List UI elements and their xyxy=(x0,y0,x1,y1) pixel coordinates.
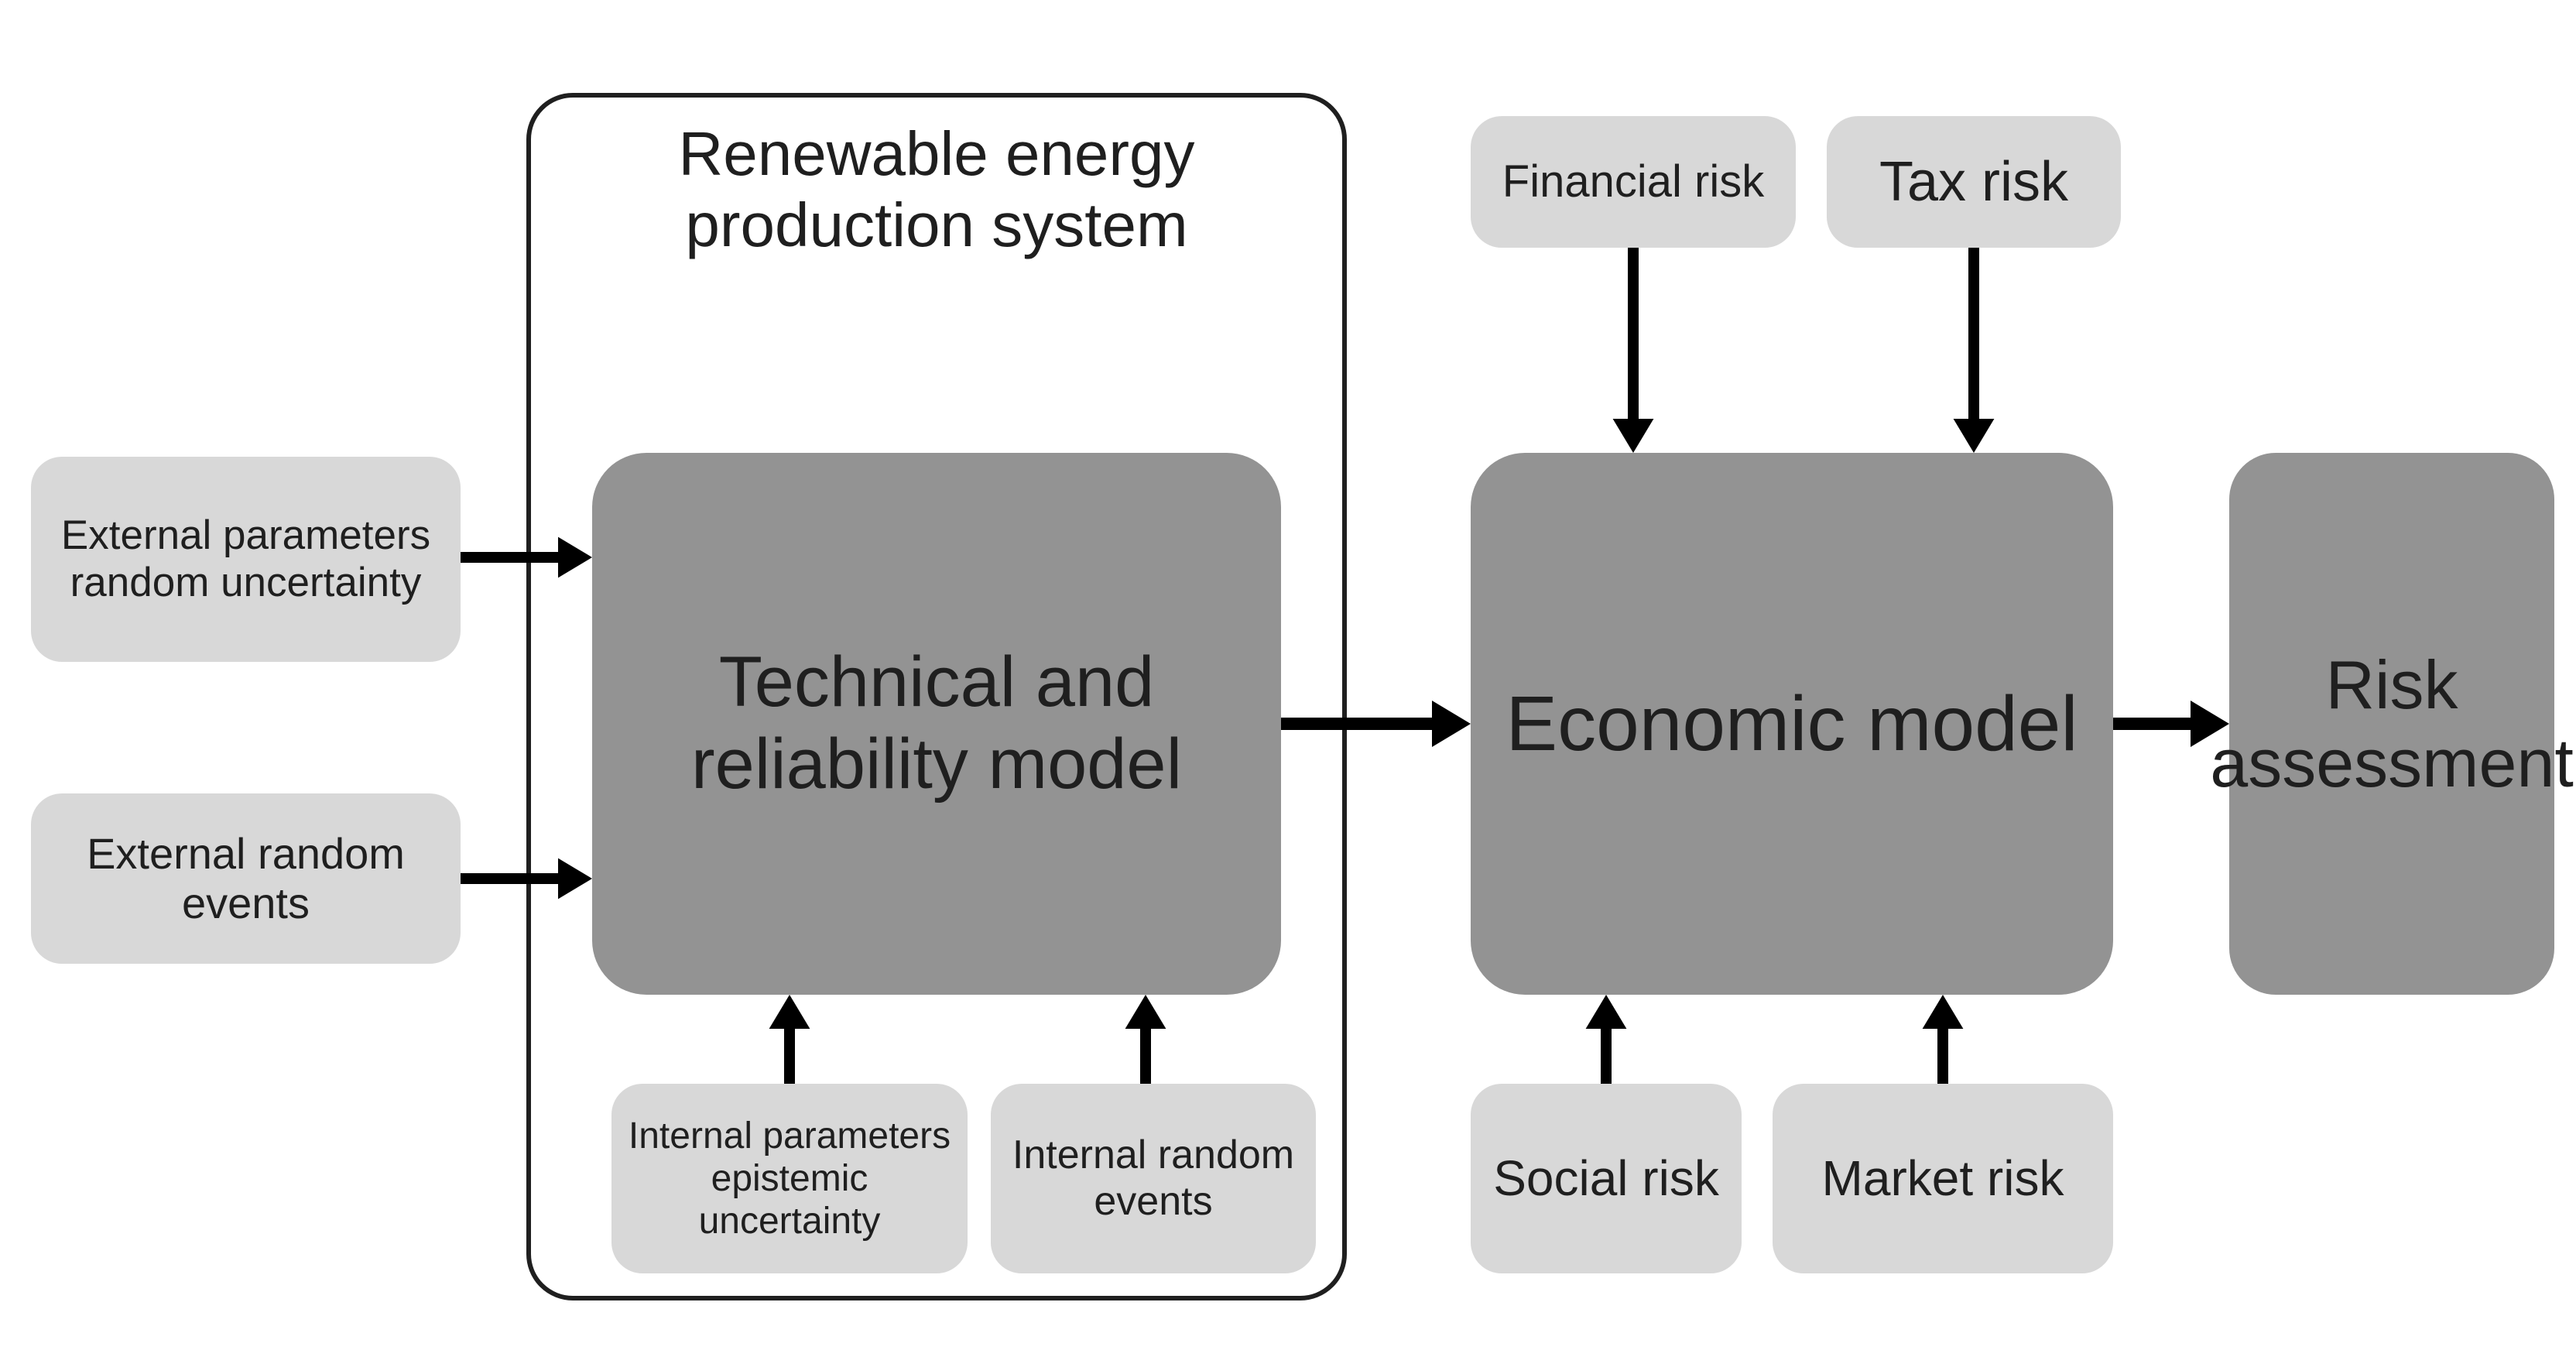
node-econ-model: Economic model xyxy=(1471,453,2113,995)
node-market-risk: Market risk xyxy=(1773,1084,2113,1273)
node-social-risk: Social risk xyxy=(1471,1084,1742,1273)
node-tech-model: Technical and reliability model xyxy=(592,453,1281,995)
node-ext-params: External parameters random uncertainty xyxy=(31,457,461,662)
node-tax-risk: Tax risk xyxy=(1827,116,2121,248)
node-fin-risk: Financial risk xyxy=(1471,116,1796,248)
node-int-events: Internal random events xyxy=(991,1084,1316,1273)
node-risk-assess: Risk assessment xyxy=(2229,453,2554,995)
diagram-stage: Renewable energy production system Extern… xyxy=(0,0,2576,1357)
container-title: Renewable energy production system xyxy=(550,112,1324,267)
node-int-params: Internal parameters epistemic uncertaint… xyxy=(611,1084,968,1273)
node-ext-events: External random events xyxy=(31,793,461,964)
